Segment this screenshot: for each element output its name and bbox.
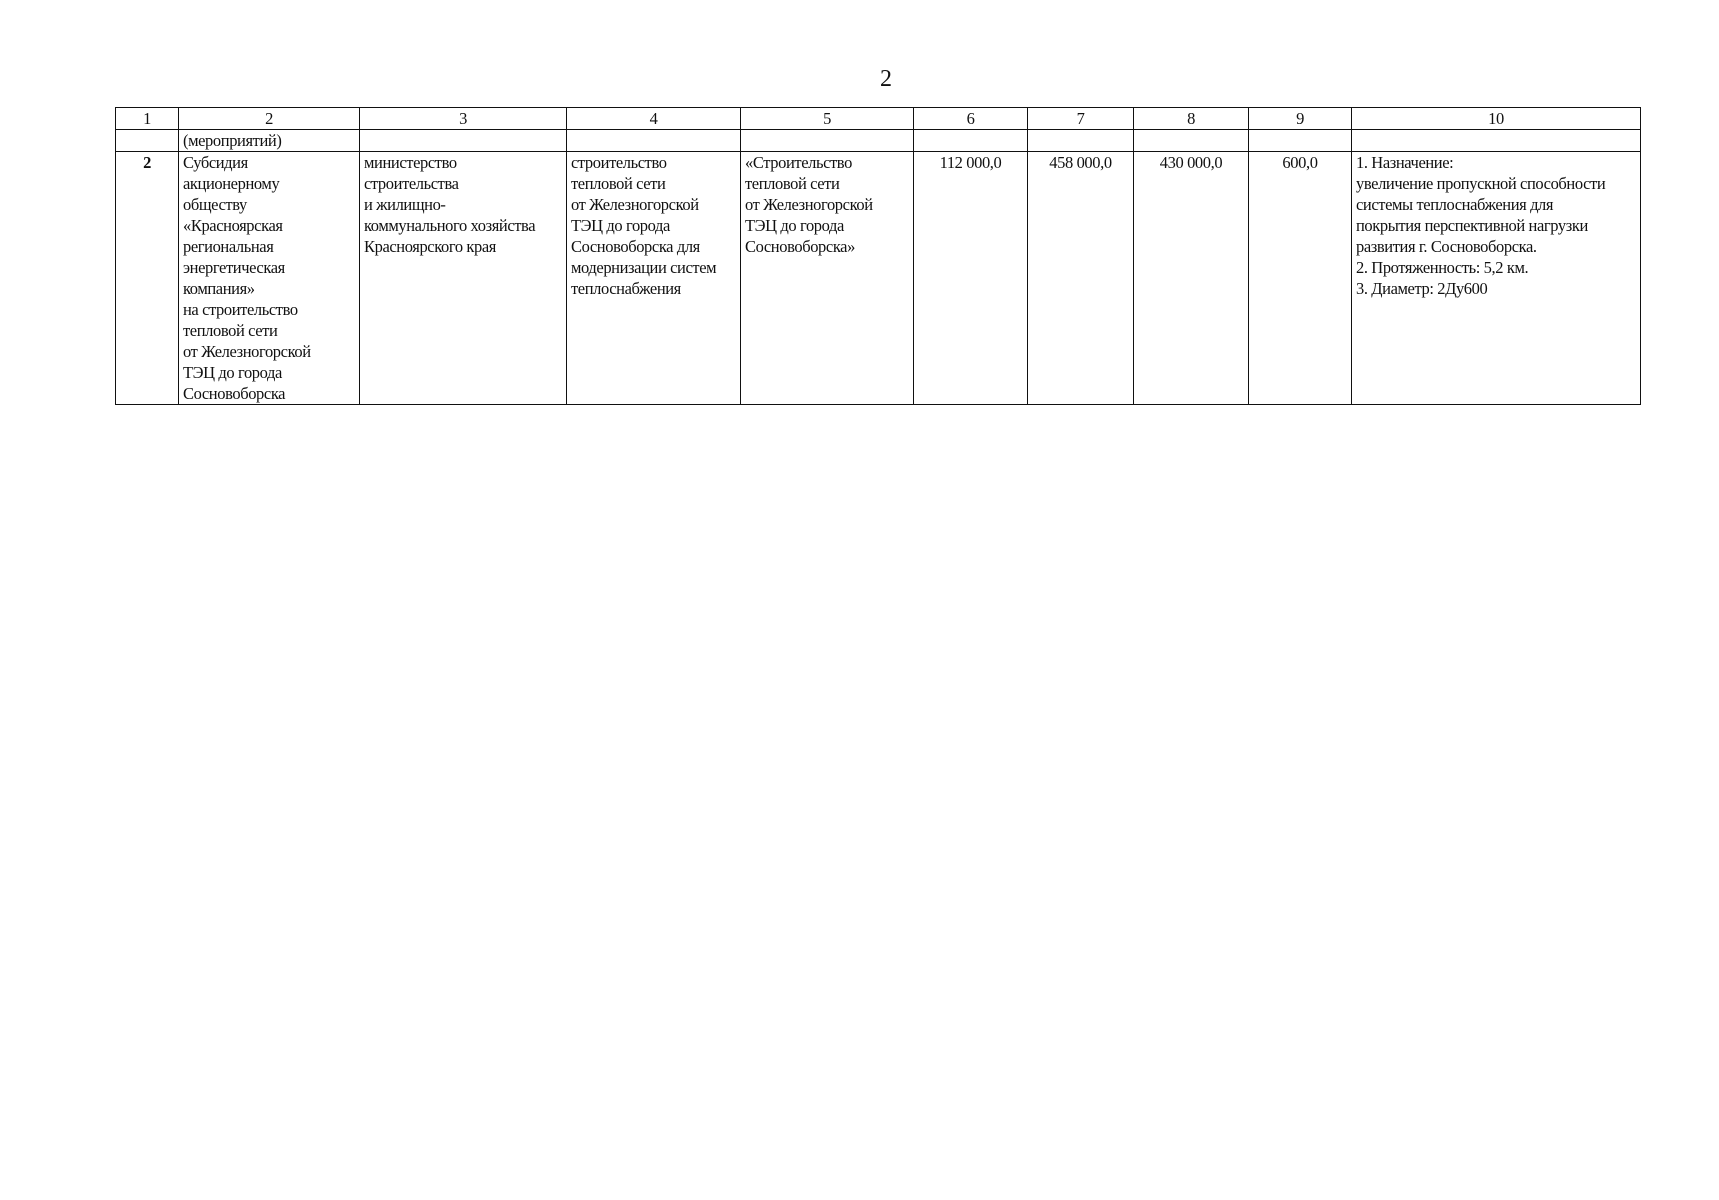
text-line: акционерному xyxy=(183,174,280,193)
text-line: обществу xyxy=(183,195,247,214)
text-line: покрытия перспективной нагрузки xyxy=(1356,216,1588,235)
text-line: тепловой сети xyxy=(183,321,278,340)
text-line: модернизации систем xyxy=(571,258,717,277)
text-line: от Железногорской xyxy=(571,195,699,214)
data-table: 1 2 3 4 5 6 7 8 9 10 (мероприятий) 2 Суб… xyxy=(115,107,1641,405)
text-line: ТЭЦ до города xyxy=(183,363,282,382)
text-line: министерство xyxy=(364,153,457,172)
text-line: ТЭЦ до города xyxy=(745,216,844,235)
column-header: 7 xyxy=(1027,107,1134,130)
value-cell-8: 430 000,0 xyxy=(1133,151,1249,405)
row-number: 2 xyxy=(115,151,179,405)
text-line: «Строительство xyxy=(745,153,852,172)
text-line: Сосновоборска xyxy=(183,384,286,403)
object-name-cell: «Строительство тепловой сети от Железногор… xyxy=(740,151,914,405)
column-header: 3 xyxy=(359,107,567,130)
text-line: от Железногорской xyxy=(745,195,873,214)
table-cell xyxy=(1351,129,1641,152)
table-cell xyxy=(1027,129,1134,152)
text-line: на строительство xyxy=(183,300,298,319)
table-cell xyxy=(913,129,1028,152)
page-number: 2 xyxy=(880,66,892,92)
table-cell xyxy=(359,129,567,152)
table-cell xyxy=(1248,129,1352,152)
text-line: коммунального хозяйства xyxy=(364,216,536,235)
column-header: 2 xyxy=(178,107,360,130)
table-cell xyxy=(1133,129,1249,152)
table-cell xyxy=(115,129,179,152)
text-line: увеличение пропускной способности xyxy=(1356,174,1606,193)
text-line: 3. Диаметр: 2Ду600 xyxy=(1356,279,1488,298)
text-line: развития г. Сосновоборска. xyxy=(1356,237,1537,256)
table-row: 2 Субсидия акционерному обществу «Красноярс… xyxy=(115,151,1641,405)
value-cell-7: 458 000,0 xyxy=(1027,151,1134,405)
text-line: тепловой сети xyxy=(571,174,666,193)
event-name-cell: Субсидия акционерному обществу «Красноярска… xyxy=(178,151,360,405)
table-cell xyxy=(566,129,741,152)
value-cell-9: 600,0 xyxy=(1248,151,1352,405)
text-line: системы теплоснабжения для xyxy=(1356,195,1554,214)
table-cell: (мероприятий) xyxy=(178,129,360,152)
responsible-cell: министерство строительства и жилищно-комму… xyxy=(359,151,567,405)
column-number-row: 1 2 3 4 5 6 7 8 9 10 xyxy=(115,107,1641,130)
text-line: «Красноярская xyxy=(183,216,283,235)
text-line: Сосновоборска» xyxy=(745,237,855,256)
text-line: и жилищно- xyxy=(364,195,446,214)
column-header: 9 xyxy=(1248,107,1352,130)
column-header: 8 xyxy=(1133,107,1249,130)
column-header: 6 xyxy=(913,107,1028,130)
text-line: строительства xyxy=(364,174,459,193)
value-cell-6: 112 000,0 xyxy=(913,151,1028,405)
text-line: ТЭЦ до города xyxy=(571,216,670,235)
text-line: 1. Назначение: xyxy=(1356,153,1454,172)
text-line: компания» xyxy=(183,279,255,298)
column-header: 4 xyxy=(566,107,741,130)
table-cell xyxy=(740,129,914,152)
text-line: тепловой сети xyxy=(745,174,840,193)
text-line: 2. Протяженность: 5,2 км. xyxy=(1356,258,1529,277)
text-line: строительство xyxy=(571,153,667,172)
column-header: 10 xyxy=(1351,107,1641,130)
column-header: 5 xyxy=(740,107,914,130)
text-line: от Железногорской xyxy=(183,342,311,361)
text-line: региональная xyxy=(183,237,274,256)
purpose-cell: строительство тепловой сети от Железногорс… xyxy=(566,151,741,405)
text-line: Субсидия xyxy=(183,153,248,172)
text-line: Красноярского края xyxy=(364,237,496,256)
text-line: энергетическая xyxy=(183,258,285,277)
text-line: теплоснабжения xyxy=(571,279,681,298)
column-header: 1 xyxy=(115,107,179,130)
text-line: Сосновоборска для xyxy=(571,237,700,256)
description-cell: 1. Назначение: увеличение пропускной спос… xyxy=(1351,151,1641,405)
continuation-row: (мероприятий) xyxy=(115,129,1641,152)
